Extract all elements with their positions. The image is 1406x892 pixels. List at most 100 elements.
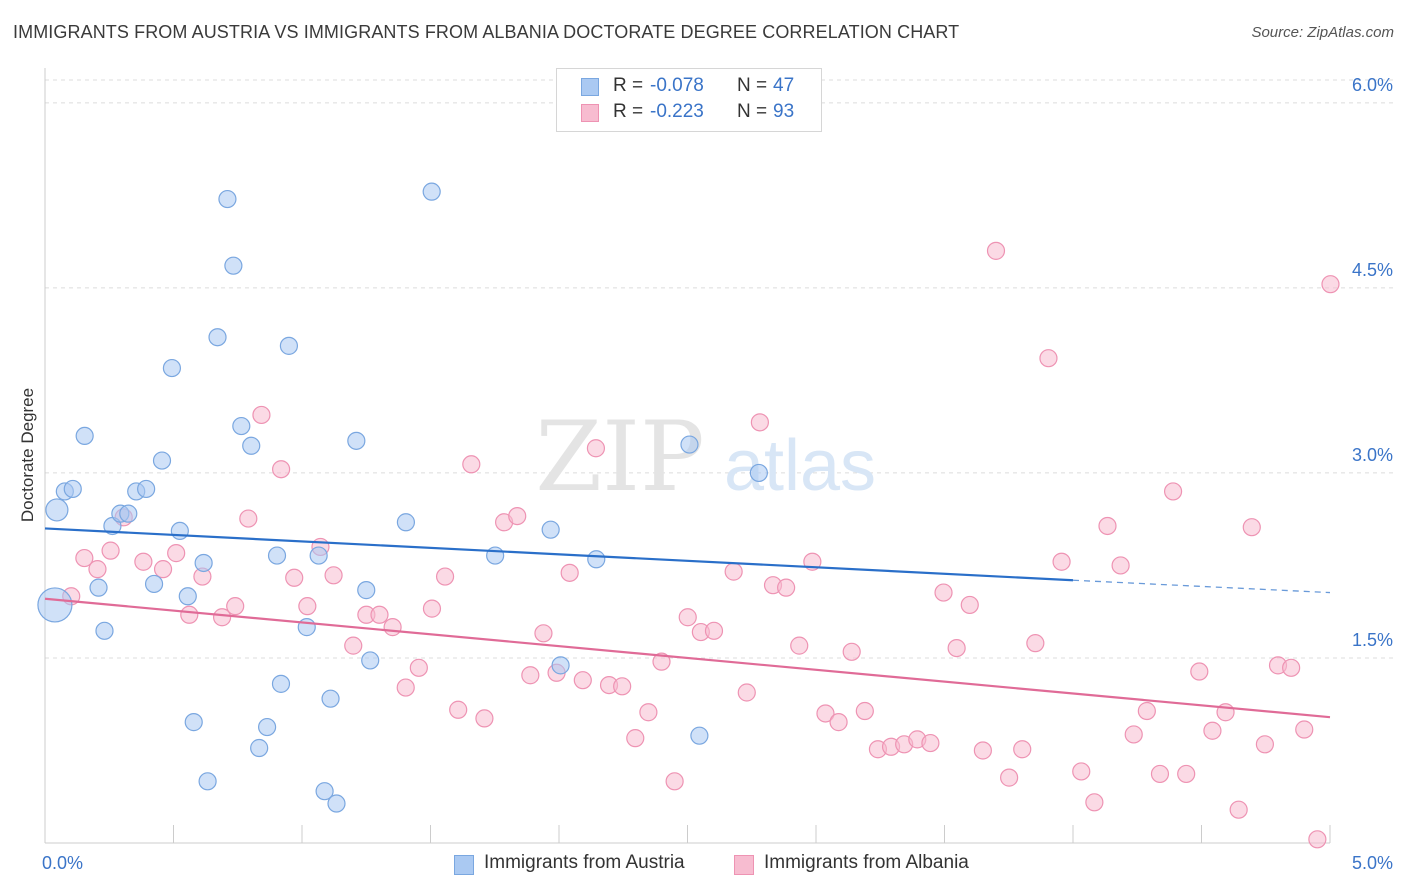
albania-point: [167, 544, 186, 563]
albania-point: [75, 548, 94, 568]
albania-point: [704, 621, 724, 640]
albania-point: [1150, 764, 1170, 784]
albania-point: [790, 636, 809, 655]
albania-point: [842, 642, 861, 661]
chart-title: IMMIGRANTS FROM AUSTRIA VS IMMIGRANTS FR…: [13, 22, 960, 42]
albania-point: [1321, 275, 1340, 294]
austria-point: [279, 336, 299, 355]
austria-point: [89, 578, 108, 597]
gridlines: [45, 79, 1395, 659]
austria-n-value: 47: [773, 75, 795, 96]
albania-point: [986, 241, 1006, 260]
tick-labels: 1.5% 3.0% 4.5% 6.0% 0.0% 5.0%: [42, 75, 1393, 873]
albania-point: [1163, 482, 1183, 501]
albania-point: [212, 608, 232, 627]
albania-point: [855, 701, 874, 721]
austria-point: [75, 426, 94, 446]
trend-lines: [44, 527, 1331, 719]
watermark-atlas: atlas: [724, 426, 876, 506]
albania-point: [665, 772, 684, 791]
austria-point: [224, 256, 243, 275]
austria-point: [315, 782, 334, 801]
albania-point: [1039, 349, 1058, 368]
albania-point: [344, 636, 363, 655]
austria-point: [198, 772, 217, 791]
correlation-legend: R = -0.078 N = 47 R = -0.223 N = 93: [556, 68, 822, 132]
austria-point: [37, 587, 73, 623]
albania-point: [816, 704, 835, 723]
albania-trend-line: [44, 597, 1331, 719]
albania-point: [521, 666, 540, 685]
austria-point: [347, 431, 366, 450]
austria-swatch: [581, 78, 599, 96]
albania-point: [88, 560, 107, 579]
albania-point: [1111, 556, 1130, 575]
albania-point: [134, 552, 153, 571]
albania-point: [226, 597, 245, 616]
austria-point: [208, 328, 227, 347]
austria-r-value: -0.078: [650, 75, 704, 96]
albania-point: [153, 560, 173, 579]
albania-point: [285, 568, 304, 587]
albania-point: [1072, 762, 1091, 781]
albania-point: [1295, 720, 1314, 739]
austria-point: [242, 436, 261, 455]
austria-point: [45, 498, 69, 522]
albania-points: [62, 241, 1340, 849]
albania-point: [462, 455, 481, 474]
austria-point: [95, 621, 114, 640]
austria-point: [250, 738, 269, 758]
austria-point: [309, 546, 328, 565]
austria-point: [144, 574, 164, 594]
x-tick-label-min: 0.0%: [42, 853, 83, 873]
austria-point: [271, 674, 291, 693]
austria-point: [361, 651, 380, 670]
albania-swatch: [581, 104, 599, 122]
austria-point: [119, 504, 138, 523]
albania-point: [1052, 552, 1071, 571]
albania-point: [252, 405, 271, 425]
albania-point: [960, 595, 979, 615]
albania-point: [921, 733, 940, 753]
austria-point: [184, 713, 203, 732]
austria-point: [218, 189, 237, 209]
n-label: N =: [737, 75, 768, 96]
albania-point: [1085, 793, 1104, 812]
albania-point: [737, 683, 756, 702]
austria-point: [422, 182, 441, 201]
austria-legend-label: Immigrants from Austria: [484, 852, 685, 873]
albania-point: [1242, 518, 1261, 537]
albania-point: [435, 567, 455, 586]
albania-point: [777, 578, 796, 597]
albania-point: [324, 566, 343, 585]
y-tick-label: 3.0%: [1352, 445, 1393, 465]
austria-point: [396, 513, 416, 532]
albania-point: [973, 741, 992, 760]
albania-point: [724, 562, 743, 581]
albania-point: [639, 703, 658, 722]
albania-point: [586, 439, 606, 458]
austria-point: [257, 717, 277, 737]
austria-legend-swatch: [454, 855, 474, 875]
albania-point: [396, 678, 415, 697]
austria-trend-line: [44, 527, 1074, 582]
albania-point: [1308, 830, 1327, 849]
albania-point: [409, 658, 428, 677]
y-tick-label: 1.5%: [1352, 630, 1393, 650]
albania-point: [1255, 735, 1274, 754]
austria-point: [749, 463, 768, 483]
albania-point: [1000, 768, 1019, 787]
austria-point: [297, 618, 316, 637]
austria-point: [541, 520, 560, 539]
albania-point: [383, 618, 402, 637]
austria-point: [587, 550, 606, 569]
r-label: R =: [613, 75, 644, 96]
albania-point: [1026, 634, 1045, 653]
albania-point: [947, 638, 966, 658]
albania-point: [370, 605, 389, 624]
albania-point: [750, 413, 769, 432]
austria-point: [690, 726, 709, 745]
austria-point: [357, 581, 376, 600]
austria-point: [162, 358, 182, 378]
